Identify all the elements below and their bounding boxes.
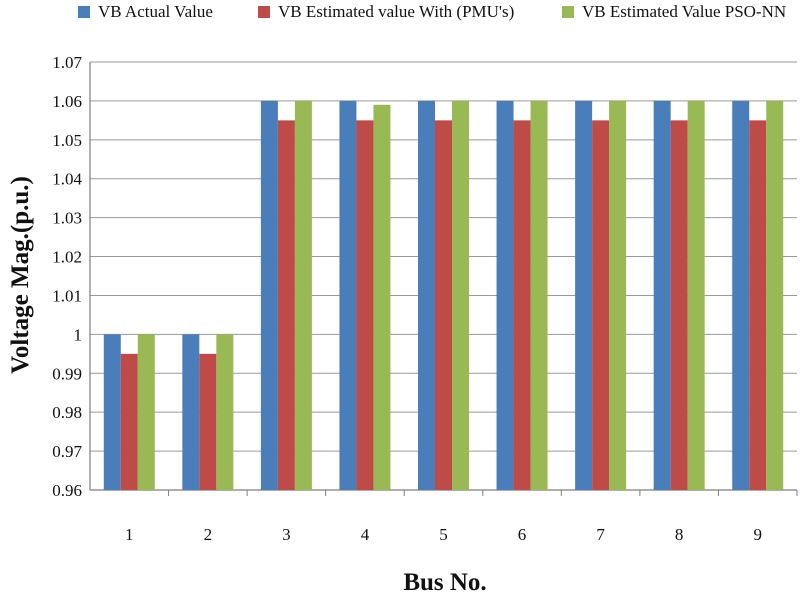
legend-swatch-3 [562, 6, 574, 18]
bar-series2-bus-2 [199, 353, 217, 490]
bar-series1-bus-1 [103, 334, 121, 490]
y-tick-label: 1.05 [52, 131, 82, 150]
bar-series1-bus-5 [418, 100, 435, 490]
legend-swatch-1 [78, 6, 90, 18]
y-tick-label: 1.04 [52, 170, 82, 189]
bar-series1-bus-6 [496, 100, 514, 490]
x-tick-label: 3 [282, 525, 291, 544]
y-tick-label: 1.03 [52, 209, 82, 228]
bar-series3-bus-1 [137, 334, 155, 490]
x-tick-label: 4 [361, 525, 370, 544]
bar-series3-bus-5 [452, 100, 469, 490]
x-tick-label: 2 [204, 525, 213, 544]
bar-series2-bus-5 [435, 120, 452, 490]
y-tick-label: 0.97 [52, 442, 82, 461]
x-tick-label: 1 [125, 525, 134, 544]
bar-series2-bus-4 [356, 120, 374, 490]
bar-series2-bus-7 [592, 120, 610, 490]
bar-series3-bus-6 [530, 100, 548, 490]
bar-series2-bus-9 [749, 120, 767, 490]
legend: VB Actual Value VB Estimated value With (… [78, 2, 786, 21]
y-tick-label: 0.99 [52, 364, 82, 383]
x-tick-label: 9 [753, 525, 762, 544]
y-axis-title: Voltage Mag.(p.u.) [7, 176, 34, 374]
bar-series3-bus-9 [766, 100, 784, 490]
bar-series1-bus-4 [339, 100, 357, 490]
bar-series2-bus-1 [120, 353, 138, 490]
y-tick-label: 0.98 [52, 403, 82, 422]
legend-swatch-2 [258, 6, 270, 18]
bar-series2-bus-8 [670, 120, 688, 490]
bar-series2-bus-6 [513, 120, 531, 490]
legend-label-1: VB Actual Value [98, 2, 213, 21]
y-tick-label: 1 [74, 325, 83, 344]
y-tick-label: 1.02 [52, 248, 82, 267]
bar-series3-bus-3 [294, 100, 312, 490]
y-tick-label: 1.06 [52, 92, 82, 111]
y-tick-label: 1.07 [52, 53, 82, 72]
y-tick-label: 1.01 [52, 286, 82, 305]
y-tick-label: 0.96 [52, 481, 82, 500]
x-tick-label: 5 [439, 525, 448, 544]
x-tick-label: 8 [675, 525, 684, 544]
x-axis-title: Bus No. [403, 569, 486, 596]
bar-series1-bus-9 [732, 100, 750, 490]
bar-series1-bus-2 [182, 334, 200, 490]
bar-series3-bus-4 [373, 104, 391, 491]
x-tick-label: 7 [596, 525, 605, 544]
x-tick-label: 6 [518, 525, 527, 544]
legend-label-2: VB Estimated value With (PMU's) [278, 2, 514, 21]
bar-series3-bus-2 [216, 334, 234, 490]
bar-series3-bus-8 [687, 100, 705, 490]
bar-series3-bus-7 [609, 100, 627, 490]
bar-series1-bus-7 [575, 100, 593, 490]
legend-label-3: VB Estimated Value PSO-NN [582, 2, 786, 21]
bar-series1-bus-3 [260, 100, 278, 490]
bar-series2-bus-3 [277, 120, 295, 490]
bar-series1-bus-8 [653, 100, 671, 490]
plot-area: 0.96 0.97 0.98 0.99 1 1.01 1.02 1.03 1.04 1.05 1.0… [52, 53, 798, 544]
